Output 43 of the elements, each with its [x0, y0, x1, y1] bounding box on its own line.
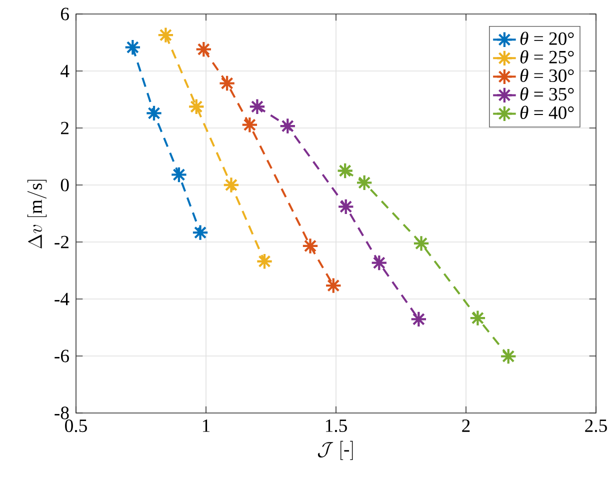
- point: [218, 74, 236, 92]
- point: [500, 348, 517, 365]
- point: [256, 252, 273, 270]
- point: [248, 98, 266, 116]
- y-tick-label: 4: [60, 64, 70, 78]
- legend-label: θ = 35°: [520, 87, 574, 101]
- legend-label: θ = 30°: [520, 68, 574, 82]
- y-axis-title: $\Delta v~[\mathrm{m/s}]$: [27, 180, 47, 248]
- point: [279, 118, 296, 134]
- y-tick-label: 2: [61, 122, 68, 134]
- legend-label: θ = 25°: [520, 50, 574, 64]
- point: [146, 104, 162, 122]
- point: [336, 162, 354, 180]
- point: [241, 116, 258, 134]
- y-tick-label: -4: [54, 292, 70, 306]
- x-tick-label: 1.5: [326, 419, 347, 432]
- point: [157, 26, 174, 44]
- point: [469, 310, 486, 326]
- x-tick-label: 2.5: [585, 419, 607, 432]
- point: [356, 174, 373, 192]
- point: [410, 310, 428, 328]
- point: [222, 176, 240, 194]
- x-tick-label: 2: [462, 419, 470, 432]
- point: [195, 40, 212, 58]
- point: [302, 238, 319, 254]
- x-tick-label: 0.5: [65, 419, 87, 432]
- point: [370, 254, 388, 272]
- point: [124, 38, 142, 56]
- y-tick-label: -6: [54, 350, 69, 362]
- point: [170, 166, 188, 184]
- y-tick-label: 0: [60, 178, 69, 192]
- y-tick-label: -2: [54, 236, 68, 248]
- legend-label: θ = 20°: [520, 32, 574, 45]
- x-axis-title: $\mathcal{J}~[\mbox{-}]$: [318, 440, 353, 460]
- legend-label: θ = 40°: [520, 106, 574, 120]
- x-tick-label: 1: [202, 419, 210, 432]
- point: [337, 198, 354, 216]
- point: [192, 224, 209, 241]
- point: [188, 98, 205, 116]
- y-tick-label: 6: [60, 8, 69, 20]
- point: [324, 277, 342, 294]
- y-tick-label: -8: [54, 406, 69, 420]
- point: [412, 235, 430, 252]
